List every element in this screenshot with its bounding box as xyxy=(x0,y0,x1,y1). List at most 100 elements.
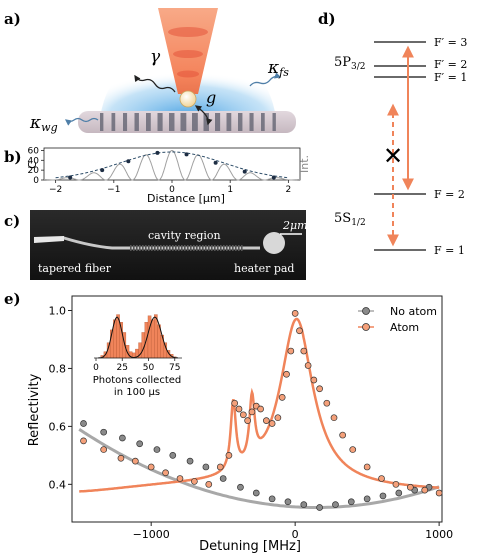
cavity-hole xyxy=(238,245,240,251)
panel-e-ytick-label: 0.6 xyxy=(49,420,67,433)
atom-point xyxy=(216,463,224,471)
tapered-fiber-label: tapered fiber xyxy=(38,262,112,275)
legend-atom-label: Atom xyxy=(390,321,419,334)
panel-b-xtick-label: 2 xyxy=(285,185,291,195)
beam-lobe xyxy=(177,70,199,78)
coupling-point xyxy=(213,160,218,165)
cavity-hole xyxy=(160,245,162,251)
atom-point xyxy=(257,405,264,413)
cavity-region-label: cavity region xyxy=(148,229,221,242)
atom-point xyxy=(176,475,184,482)
panel-d-label: d) xyxy=(318,10,336,28)
cavity-hole xyxy=(220,245,222,251)
panel-e-ytick-label: 0.4 xyxy=(49,478,67,491)
no-atom-point xyxy=(237,483,244,491)
waveguide-hole xyxy=(157,113,163,131)
no-atom-point xyxy=(395,489,403,497)
gamma-label: γ xyxy=(150,47,161,67)
kappa-wg-subscript: wg xyxy=(41,121,57,134)
atom-point xyxy=(349,446,357,453)
panel-b-ytick-label: 60 xyxy=(28,146,40,156)
atom-point xyxy=(304,362,312,369)
atom-point xyxy=(248,408,256,416)
panel-e-legend: No atom Atom xyxy=(358,305,437,334)
cavity-hole xyxy=(145,245,147,251)
waveguide-hole xyxy=(180,113,187,131)
panel-b-xtick-label: −2 xyxy=(49,185,62,195)
coupling-point xyxy=(68,175,73,180)
inset-fit xyxy=(98,316,178,359)
lower-manifold-subscript: 1/2 xyxy=(351,218,365,228)
beam-lobe xyxy=(173,50,203,58)
no-atom-point xyxy=(153,446,161,453)
inset-histogram-bar xyxy=(147,315,152,359)
panel-e-axes-frame xyxy=(71,295,443,523)
cavity-hole xyxy=(223,245,225,251)
cavity-hole xyxy=(217,245,219,251)
cavity-hole xyxy=(190,245,192,251)
panel-b-xtick-label: 1 xyxy=(227,185,233,195)
atom-point xyxy=(296,327,303,335)
no-atom-point xyxy=(252,489,260,497)
cavity-hole xyxy=(235,245,237,251)
panel-b-ytick-label: 0 xyxy=(33,176,39,186)
cavity-hole xyxy=(211,245,213,251)
inset-xlabel-line1: Photons collected xyxy=(93,375,182,386)
intensity-standing-wave xyxy=(44,149,300,181)
level-f-prime-1-label: F′ = 1 xyxy=(434,71,467,84)
no-atom-point xyxy=(300,501,308,508)
cavity-hole xyxy=(193,245,195,251)
cavity-hole xyxy=(181,245,183,251)
cavity-hole xyxy=(172,245,174,251)
legend-no-atom-label: No atom xyxy=(390,305,437,318)
cavity-hole xyxy=(184,245,186,251)
cavity-hole xyxy=(175,245,177,251)
panel-d: d) F′ = 3 F′ = 2 F′ = 1 F = 2 F = 1 5P3/… xyxy=(318,10,467,257)
cavity-hole xyxy=(169,245,171,251)
upper-manifold-subscript: 3/2 xyxy=(351,62,365,72)
atom-point xyxy=(162,469,169,477)
atom-point xyxy=(235,405,243,413)
cavity-hole xyxy=(166,245,168,251)
lower-manifold-label: 5S1/2 xyxy=(334,211,366,228)
panel-e-label: e) xyxy=(4,290,21,308)
cavity-hole xyxy=(241,245,243,251)
lower-manifold-name: 5S xyxy=(334,211,351,226)
cavity-hole xyxy=(208,245,210,251)
no-atom-point xyxy=(219,475,227,482)
waveguide-hole xyxy=(226,113,232,131)
panel-e-ylabel: Reflectivity xyxy=(27,373,42,446)
upper-manifold-name: 5P xyxy=(334,55,351,70)
panel-e-plot: 0.4 0.6 0.8 1.0 −1000 0 1000 xyxy=(49,295,453,541)
cavity-hole xyxy=(178,245,180,251)
cavity-hole xyxy=(130,245,132,251)
panel-e-ytick-label: 0.8 xyxy=(49,362,67,375)
waveguide-hole xyxy=(146,113,151,131)
waveguide-hole xyxy=(169,113,175,131)
cavity-hole xyxy=(196,245,198,251)
panel-e-ytick-label: 1.0 xyxy=(49,304,67,317)
cavity-hole xyxy=(214,245,216,251)
no-atom-fit xyxy=(78,428,440,509)
panel-e: e) 0.4 0.6 0.8 1.0 −1000 0 1000 Reflectivity D… xyxy=(4,290,453,554)
waveguide-hole xyxy=(272,113,276,131)
waveguide-hole xyxy=(238,113,243,131)
beam-lobe xyxy=(168,27,208,37)
atom-point xyxy=(191,478,198,485)
waveguide-hole xyxy=(249,113,254,131)
blocked-transition-cross: ✕ xyxy=(383,142,403,170)
panel-e-xtick-label: 0 xyxy=(292,528,299,541)
cavity-hole xyxy=(229,245,231,251)
no-atom-point xyxy=(363,495,371,503)
upper-manifold-label: 5P3/2 xyxy=(334,55,366,72)
kappa-wg-symbol: κ xyxy=(29,113,41,133)
level-f-prime-3-label: F′ = 3 xyxy=(434,36,467,49)
atom-point xyxy=(283,370,290,378)
level-f-prime-2-label: F′ = 2 xyxy=(434,58,467,71)
waveguide-hole xyxy=(192,113,198,131)
no-atom-point xyxy=(347,498,355,506)
coupling-point xyxy=(184,152,189,157)
cavity-hole xyxy=(205,245,207,251)
